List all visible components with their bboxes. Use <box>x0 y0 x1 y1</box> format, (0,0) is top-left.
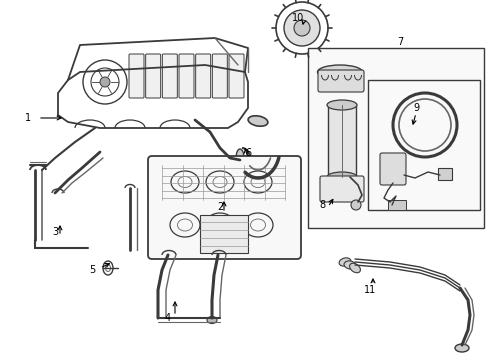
Text: 1: 1 <box>25 113 31 123</box>
FancyBboxPatch shape <box>317 70 363 92</box>
Bar <box>387 200 405 210</box>
Circle shape <box>350 200 360 210</box>
Ellipse shape <box>236 149 244 167</box>
Text: 4: 4 <box>164 313 171 323</box>
Text: 5: 5 <box>89 265 95 275</box>
Bar <box>327 105 355 177</box>
Ellipse shape <box>344 261 355 269</box>
Text: 3: 3 <box>52 227 58 237</box>
FancyBboxPatch shape <box>148 156 301 259</box>
Bar <box>200 215 247 253</box>
Bar <box>307 48 483 228</box>
Bar <box>437 168 451 180</box>
Circle shape <box>293 20 309 36</box>
FancyBboxPatch shape <box>379 153 405 185</box>
Text: 2: 2 <box>217 202 223 212</box>
Ellipse shape <box>317 65 362 79</box>
FancyBboxPatch shape <box>319 176 363 202</box>
FancyBboxPatch shape <box>145 54 161 98</box>
Ellipse shape <box>338 258 350 266</box>
Text: 9: 9 <box>412 103 418 113</box>
Ellipse shape <box>326 172 356 182</box>
Circle shape <box>284 10 319 46</box>
FancyBboxPatch shape <box>195 54 210 98</box>
Ellipse shape <box>326 100 356 110</box>
Ellipse shape <box>454 344 468 352</box>
Circle shape <box>100 77 110 87</box>
FancyBboxPatch shape <box>228 54 244 98</box>
Text: 11: 11 <box>363 285 375 295</box>
FancyBboxPatch shape <box>129 54 143 98</box>
Text: 6: 6 <box>244 148 250 158</box>
Bar <box>367 80 479 210</box>
Ellipse shape <box>247 116 267 126</box>
FancyBboxPatch shape <box>179 54 194 98</box>
FancyBboxPatch shape <box>212 54 227 98</box>
Ellipse shape <box>349 263 360 273</box>
Ellipse shape <box>206 316 217 324</box>
Text: 10: 10 <box>291 13 304 23</box>
FancyBboxPatch shape <box>162 54 177 98</box>
Text: 8: 8 <box>318 200 325 210</box>
Text: 7: 7 <box>396 37 402 47</box>
